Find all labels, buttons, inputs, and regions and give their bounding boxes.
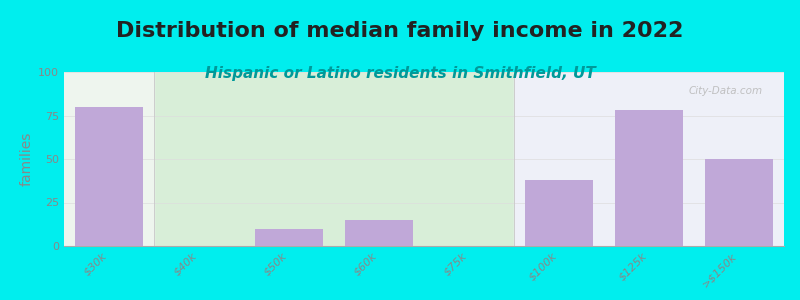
- Bar: [706, 159, 773, 246]
- Bar: [514, 72, 784, 246]
- Bar: [615, 110, 682, 246]
- Text: Hispanic or Latino residents in Smithfield, UT: Hispanic or Latino residents in Smithfie…: [205, 66, 595, 81]
- Text: Distribution of median family income in 2022: Distribution of median family income in …: [116, 21, 684, 41]
- Bar: [154, 72, 514, 246]
- Text: City-Data.com: City-Data.com: [688, 86, 762, 96]
- Bar: [64, 72, 154, 246]
- Bar: [255, 229, 322, 246]
- Bar: [75, 107, 142, 246]
- Y-axis label: families: families: [20, 132, 34, 186]
- Bar: [346, 220, 413, 246]
- Bar: [526, 180, 593, 246]
